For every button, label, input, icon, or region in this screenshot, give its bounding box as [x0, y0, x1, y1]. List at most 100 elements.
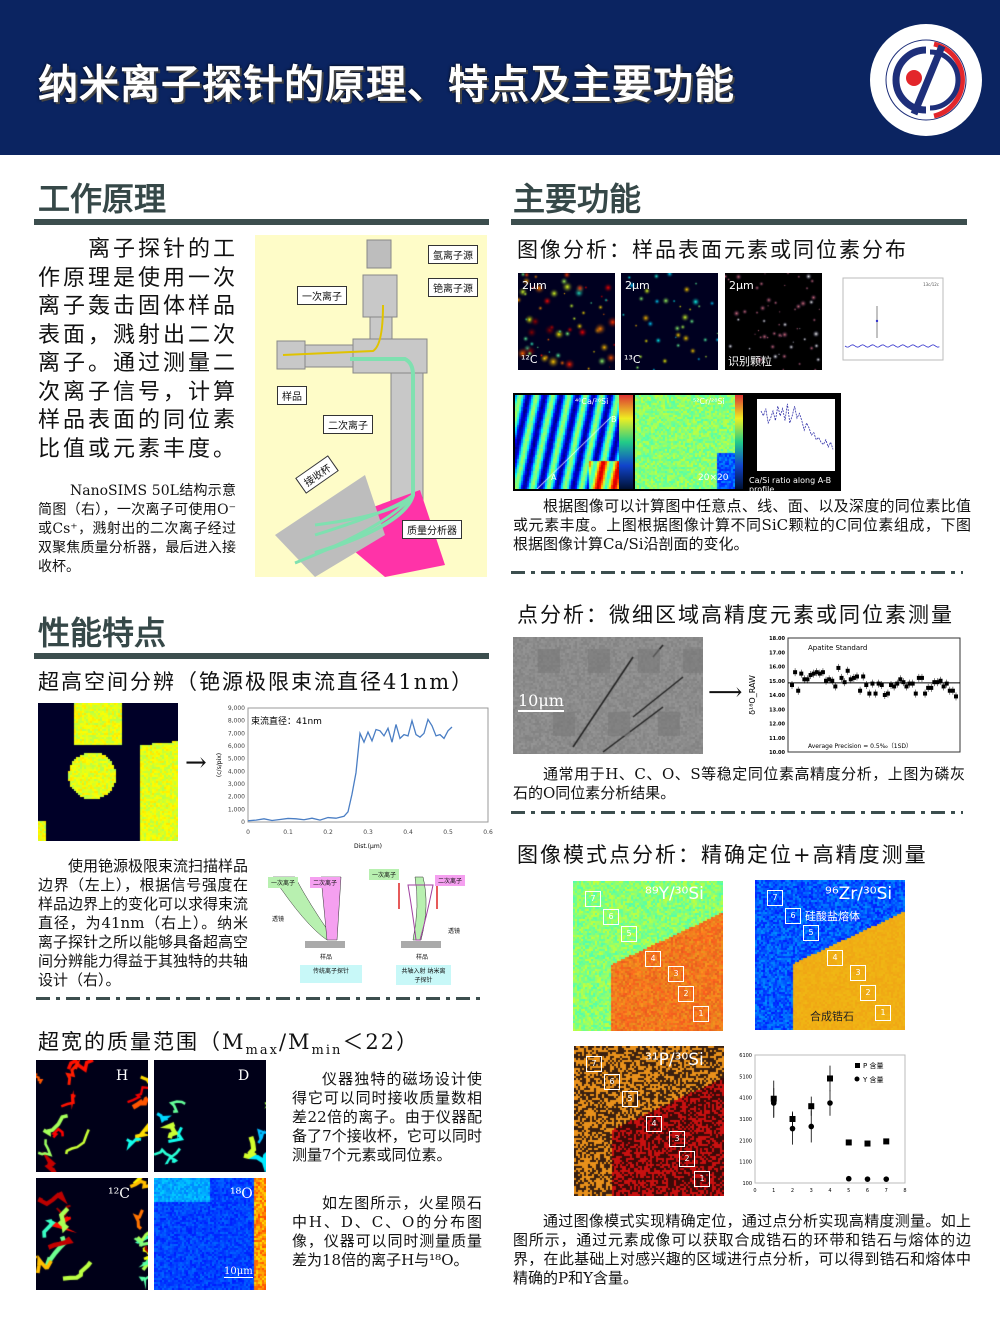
y-tick-label: 13.00	[769, 707, 785, 713]
data-point	[935, 680, 940, 685]
ca-si-panel: Ca/Si ratio along A-B profile ⁴⁰Ca/²⁸Si …	[513, 393, 841, 494]
analysis-spot-box: 4	[645, 951, 661, 967]
label-secondary: 二次离子	[310, 877, 341, 888]
label-h: H	[116, 1068, 129, 1084]
data-point	[879, 683, 884, 688]
x-axis-label: Dist.(μm)	[354, 843, 382, 850]
x-tick-label: 0	[246, 829, 250, 836]
data-point	[898, 677, 903, 682]
data-point	[876, 681, 881, 686]
data-point	[882, 693, 887, 697]
legend-label: Y 含量	[862, 1075, 884, 1084]
mars-meteorite-images: H D ¹²C ¹⁸O 10μm	[36, 1060, 268, 1292]
analysis-spot-box: 1	[875, 1005, 891, 1021]
analysis-spot-box: 6	[603, 909, 619, 925]
data-point	[907, 681, 912, 686]
y-tick-label: 2,000	[228, 794, 245, 801]
data-point	[913, 691, 918, 696]
analysis-spot-box: 5	[803, 925, 819, 941]
data-point	[851, 675, 856, 680]
x-tick-label: 8	[903, 1188, 906, 1194]
y-data-point	[827, 1100, 833, 1106]
y-tick-label: 1100	[739, 1160, 752, 1166]
analysis-spot-box: 3	[850, 965, 866, 981]
resolution-title: 超高空间分辨（铯源极限束流直径41nm）	[38, 670, 475, 694]
y-data-point	[789, 1125, 796, 1132]
plot-frame	[757, 399, 835, 471]
color-scale	[619, 395, 633, 489]
data-point	[830, 678, 835, 683]
ca-si-profile-line	[760, 403, 834, 450]
data-point	[836, 665, 841, 670]
y-tick-label: 6100	[739, 1053, 752, 1059]
label-c12: ¹²C	[108, 1186, 130, 1202]
mass-text-2: 如左图所示，火星陨石中H、D、C、O的分布图像，仪器可以同时测量质量差为18倍的…	[292, 1194, 482, 1269]
functions-heading: 主要功能	[513, 180, 642, 218]
ca-si-map	[515, 395, 619, 489]
data-point	[833, 684, 838, 689]
data-point	[864, 683, 869, 688]
y-tick-label: 8,000	[228, 718, 245, 725]
data-point	[820, 670, 825, 675]
heading-divider	[34, 219, 489, 225]
c-isotope-chart: 13c/12c	[842, 277, 944, 361]
y-tick-label: 5100	[739, 1074, 752, 1080]
image-size: 20×20	[698, 473, 729, 483]
chart-title: Apatite Standard	[808, 644, 867, 652]
heading-divider	[34, 653, 489, 659]
data-point	[790, 683, 794, 688]
principle-heading: 工作原理	[38, 180, 167, 218]
y-data-point	[864, 1176, 871, 1182]
label-lens: 透镜	[272, 916, 285, 923]
x-tick-label: 7	[885, 1188, 888, 1194]
legend-label: P 含量	[863, 1061, 883, 1070]
y-tick-label: 4100	[739, 1096, 752, 1102]
data-point	[938, 678, 943, 683]
analysis-spot-box: 6	[604, 1074, 620, 1090]
data-point	[889, 683, 894, 688]
y-tick-label: 18.00	[769, 636, 785, 642]
data-point	[842, 680, 847, 685]
data-point	[796, 688, 801, 693]
data-point	[947, 688, 952, 693]
zircon-images: ⁸⁹Y/³⁰Si ⁹⁶Zr/³⁰Si ³¹P/³⁰Si 硅酸盐熔体 合成锆石 1…	[573, 880, 918, 1200]
label-b: B	[611, 415, 617, 424]
label-p-si: ³¹P/³⁰Si	[645, 1050, 704, 1070]
data-point	[808, 673, 813, 678]
label-ar-source: 氩离子源	[428, 245, 478, 264]
y-tick-label: 2100	[739, 1138, 752, 1144]
principle-caption: NanoSIMS 50L结构示意简图（右），一次离子可使用O⁻或Cs⁺，溅射出的…	[38, 483, 236, 575]
nanosims-diagram: 氩离子源 铯离子源 一次离子 样品 二次离子 接收杯 质量分析器	[255, 235, 487, 577]
analysis-spot-box: 7	[586, 1056, 602, 1072]
p-data-point	[845, 1139, 852, 1146]
coaxial-diagram: 一次离子 二次离子 透镜 样品 传统离子探针 一次离子 二次离子 透镜 样品 共…	[265, 865, 490, 987]
data-point	[814, 670, 819, 675]
label-d: D	[238, 1068, 250, 1084]
analysis-spot-box: 4	[646, 1116, 662, 1132]
c12-image	[36, 1178, 148, 1290]
label-particles: 识别颗粒	[728, 355, 772, 368]
x-tick-label: 0.4	[403, 829, 413, 836]
label-o18: ¹⁸O	[230, 1186, 253, 1202]
chart-annotation: 束流直径：41nm	[251, 715, 322, 727]
data-point	[910, 681, 915, 686]
y-tick-label: 16.00	[769, 665, 785, 671]
label-primary-ion: 一次离子	[297, 286, 347, 305]
analysis-spot-box: 2	[679, 1151, 695, 1167]
data-point	[858, 688, 863, 693]
x-tick-label: 4	[828, 1188, 831, 1194]
data-point	[870, 681, 875, 686]
data-point	[892, 684, 897, 689]
data-point	[799, 671, 804, 676]
label-sample: 样品	[277, 386, 307, 405]
data-point	[932, 680, 937, 685]
analysis-spot-box: 4	[827, 950, 843, 966]
analysis-spot-box: 5	[622, 1091, 638, 1107]
y-axis-label: δ¹⁸O_RAW	[748, 675, 757, 715]
beam-scan-image	[38, 703, 178, 841]
header-banner: 纳米离子探针的原理、特点及主要功能	[0, 0, 1000, 155]
x-tick-label: 0.5	[443, 829, 453, 836]
y-tick-label: 11.00	[769, 736, 785, 742]
legend-marker	[854, 1076, 860, 1082]
section-divider	[511, 811, 963, 814]
